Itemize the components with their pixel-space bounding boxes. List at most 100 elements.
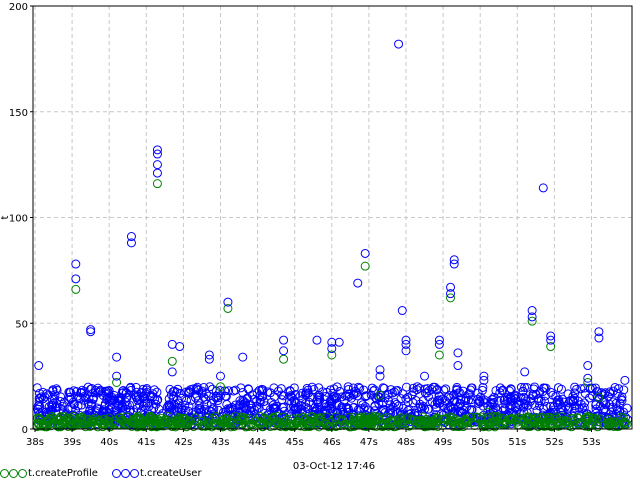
- dense-point: [263, 387, 273, 397]
- dense-point: [563, 404, 573, 414]
- dense-point: [278, 412, 288, 422]
- dense-point: [564, 398, 574, 408]
- data-point: [394, 39, 404, 49]
- dense-point: [75, 416, 85, 426]
- data-point: [112, 352, 122, 362]
- dense-point: [348, 383, 358, 393]
- dense-point: [583, 415, 593, 425]
- dense-point: [95, 417, 105, 427]
- dense-point: [590, 413, 600, 423]
- data-point: [86, 327, 96, 337]
- data-point: [446, 289, 456, 299]
- dense-point: [148, 389, 158, 399]
- data-point: [175, 342, 185, 352]
- dense-point: [546, 387, 556, 397]
- dense-point: [389, 387, 399, 397]
- dense-point: [313, 397, 323, 407]
- dense-point: [150, 419, 160, 429]
- dense-point: [80, 393, 90, 403]
- dense-point: [241, 398, 251, 408]
- dense-point: [545, 413, 555, 423]
- dense-point: [456, 399, 466, 409]
- data-point: [620, 375, 630, 385]
- dense-point: [87, 384, 97, 394]
- dense-point: [246, 419, 256, 429]
- dense-point: [257, 386, 267, 396]
- data-point: [126, 232, 136, 242]
- dense-point: [408, 383, 418, 393]
- dense-point: [214, 405, 224, 415]
- dense-point: [476, 412, 486, 422]
- dense-point: [121, 388, 131, 398]
- dense-point: [204, 391, 214, 401]
- dense-point: [48, 386, 58, 396]
- dense-point: [580, 398, 590, 408]
- dense-point: [314, 392, 324, 402]
- dense-point: [366, 412, 376, 422]
- dense-point: [104, 397, 114, 407]
- dense-point: [134, 394, 144, 404]
- data-point: [594, 333, 604, 343]
- dense-point: [286, 421, 296, 431]
- data-point: [204, 354, 214, 364]
- dense-point: [103, 418, 113, 428]
- dense-point: [592, 386, 602, 396]
- data-point: [152, 160, 162, 170]
- dense-point: [401, 394, 411, 404]
- dense-point: [218, 416, 228, 426]
- dense-point: [367, 413, 377, 423]
- dense-point: [539, 383, 549, 393]
- dense-point: [396, 413, 406, 423]
- dense-point: [609, 421, 619, 431]
- dense-point: [146, 391, 156, 401]
- dense-point: [174, 413, 184, 423]
- dense-point: [52, 415, 62, 425]
- dense-point: [175, 413, 185, 423]
- x-axis-ticks: 38s 39s 40s 41s 42s 43s 44s 45s 46s 47s 48s 49s 50s 5…: [26, 429, 600, 448]
- dense-point: [432, 396, 442, 406]
- dense-point: [42, 389, 52, 399]
- dense-point: [376, 421, 386, 431]
- dense-point: [44, 402, 54, 412]
- dense-point: [326, 422, 336, 432]
- data-point: [434, 335, 444, 345]
- dense-point: [106, 395, 116, 405]
- legend-marker-create-user: [111, 469, 139, 478]
- dense-point: [514, 399, 524, 409]
- x-tick-label: 43s: [212, 437, 230, 448]
- dense-point: [168, 387, 178, 397]
- data-point: [152, 145, 162, 155]
- dense-point: [145, 411, 155, 421]
- dense-point: [535, 401, 545, 411]
- x-tick-label: 47s: [360, 437, 378, 448]
- dense-point: [519, 414, 529, 424]
- data-point: [449, 255, 459, 265]
- dense-point: [227, 402, 237, 412]
- dense-point: [244, 414, 254, 424]
- dense-point: [205, 382, 215, 392]
- dense-point: [340, 419, 350, 429]
- dense-point: [152, 421, 162, 431]
- dense-point: [255, 391, 265, 401]
- dense-point: [199, 382, 209, 392]
- dense-point: [244, 384, 254, 394]
- dense-point: [285, 391, 295, 401]
- dense-point: [236, 419, 246, 429]
- dense-point: [50, 394, 60, 404]
- dense-point: [420, 421, 430, 431]
- dense-point: [211, 393, 221, 403]
- x-tick-label: 52s: [545, 437, 563, 448]
- data-point: [86, 325, 96, 335]
- dense-point: [194, 405, 204, 415]
- dense-point: [489, 392, 499, 402]
- data-point: [216, 382, 225, 392]
- dense-point: [431, 413, 441, 423]
- data-point: [479, 375, 489, 385]
- dense-point: [443, 403, 453, 413]
- dense-point: [457, 417, 467, 427]
- data-point: [34, 361, 44, 371]
- dense-point: [320, 399, 330, 409]
- dense-point: [490, 421, 500, 431]
- y-axis-ticks: 0 50 100 150 200: [9, 2, 33, 436]
- dense-point: [324, 422, 334, 432]
